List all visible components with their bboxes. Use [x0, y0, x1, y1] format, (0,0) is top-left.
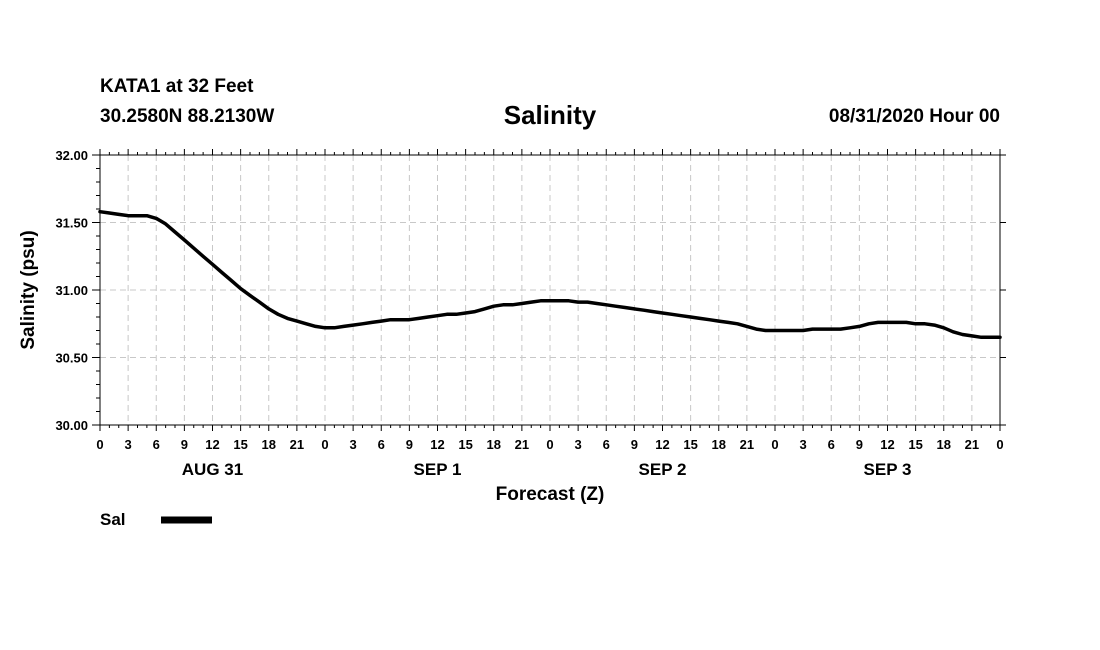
y-tick-labels: 30.00 30.50 31.00 31.50 32.00	[55, 148, 88, 433]
y-tick-label: 31.00	[55, 283, 88, 298]
x-tick-label: 9	[181, 437, 188, 452]
x-axis-title: Forecast (Z)	[496, 484, 605, 505]
forecast-time: 08/31/2020 Hour 00	[828, 106, 1000, 127]
day-label: SEP 3	[864, 460, 912, 479]
x-tick-label: 21	[290, 437, 304, 452]
y-axis-title: Salinity (psu)	[18, 230, 39, 349]
x-tick-label: 21	[515, 437, 529, 452]
station-title: KATA1 at 32 Feet	[100, 76, 254, 97]
x-tick-label: 15	[683, 437, 697, 452]
x-tick-label: 0	[546, 437, 553, 452]
x-tick-label: 18	[937, 437, 951, 452]
x-tick-label: 9	[406, 437, 413, 452]
x-tick-label: 12	[655, 437, 669, 452]
x-tick-label: 15	[458, 437, 472, 452]
x-tick-label: 9	[856, 437, 863, 452]
legend: Sal	[100, 510, 212, 529]
x-tick-label: 21	[740, 437, 754, 452]
x-tick-label: 0	[321, 437, 328, 452]
x-tick-label: 0	[996, 437, 1003, 452]
day-label: AUG 31	[182, 460, 243, 479]
x-tick-label: 18	[487, 437, 501, 452]
day-label: SEP 2	[639, 460, 687, 479]
x-tick-label: 12	[880, 437, 894, 452]
legend-label: Sal	[100, 510, 126, 529]
x-tick-label: 6	[378, 437, 385, 452]
x-tick-label: 9	[631, 437, 638, 452]
day-label: SEP 1	[414, 460, 462, 479]
x-tick-label: 3	[350, 437, 357, 452]
x-tick-label: 6	[603, 437, 610, 452]
grid	[100, 155, 1000, 425]
series-line-sal	[98, 209, 1002, 340]
x-tick-label: 3	[800, 437, 807, 452]
y-tick-label: 30.50	[55, 351, 88, 366]
x-tick-label: 18	[262, 437, 276, 452]
series-layer	[98, 209, 1002, 340]
x-tick-label: 6	[153, 437, 160, 452]
axis-ticks	[92, 149, 1006, 431]
x-tick-label: 21	[965, 437, 979, 452]
y-tick-label: 31.50	[55, 216, 88, 231]
x-tick-label: 15	[908, 437, 922, 452]
x-tick-label: 12	[430, 437, 444, 452]
x-tick-label: 0	[96, 437, 103, 452]
x-tick-label: 3	[575, 437, 582, 452]
x-tick-labels: 0 3 6 9 12 15 18 21 0 3 6 9 12 15 18 21 0 3 6 9 12 15 18 21 0 3 6 9…	[96, 437, 1003, 452]
x-tick-label: 0	[771, 437, 778, 452]
chart-title: Salinity	[503, 100, 597, 130]
station-coordinates: 30.2580N 88.2130W	[100, 106, 275, 127]
x-tick-label: 6	[828, 437, 835, 452]
x-tick-label: 18	[712, 437, 726, 452]
x-tick-label: 15	[233, 437, 247, 452]
day-labels: AUG 31 SEP 1 SEP 2 SEP 3	[182, 460, 912, 479]
x-tick-label: 12	[205, 437, 219, 452]
y-tick-label: 32.00	[55, 148, 88, 163]
plot-frame	[99, 154, 1001, 426]
y-tick-label: 30.00	[55, 418, 88, 433]
x-tick-label: 3	[125, 437, 132, 452]
